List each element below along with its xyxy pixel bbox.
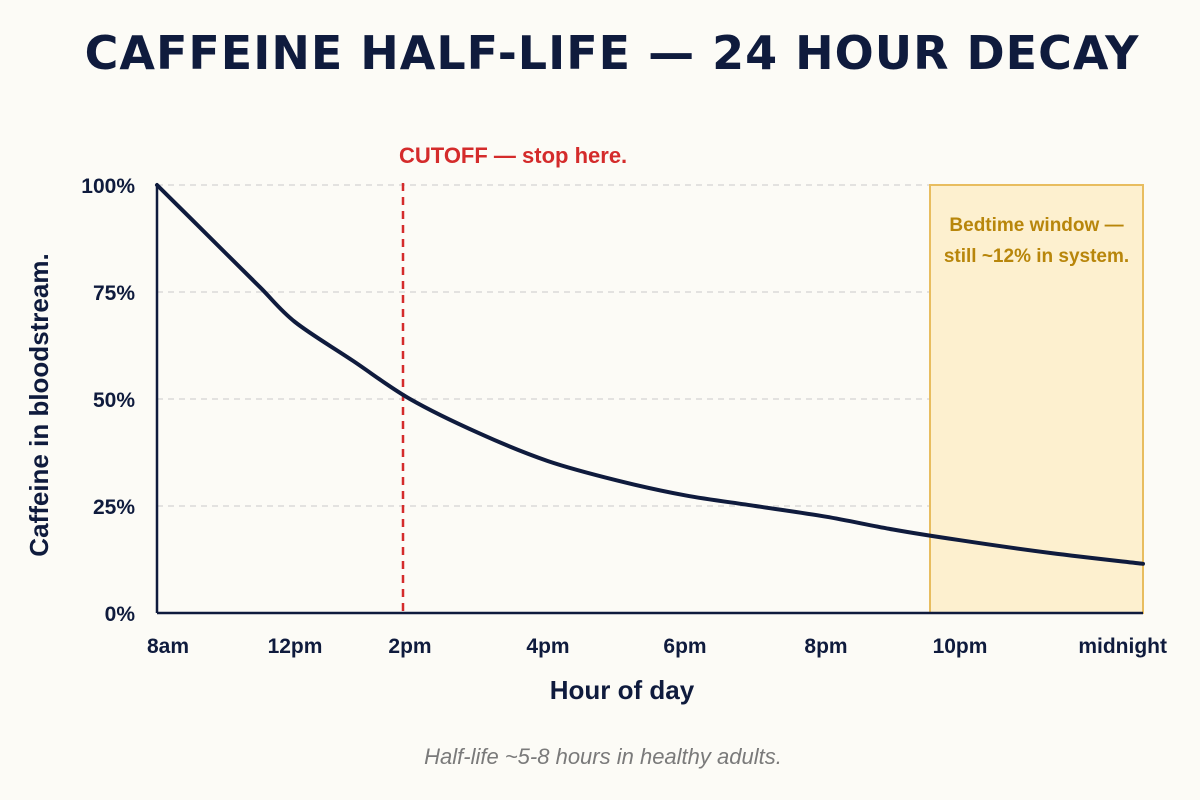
x-tick-label-7: midnight — [1078, 635, 1167, 658]
x-tick-label-0: 8am — [147, 635, 189, 658]
x-tick-label-4: 6pm — [663, 635, 706, 658]
y-axis-ticks: 0% 25% 50% 75% 100% — [81, 175, 135, 626]
cutoff-label: CUTOFF — stop here. — [399, 143, 627, 168]
x-tick-label-5: 8pm — [804, 635, 847, 658]
footnote: Half-life ~5-8 hours in healthy adults. — [424, 744, 782, 769]
x-tick-label-2: 2pm — [388, 635, 431, 658]
x-tick-label-6: 10pm — [933, 635, 988, 658]
x-tick-label-3: 4pm — [526, 635, 569, 658]
chart-title: CAFFEINE HALF-LIFE — 24 HOUR DECAY — [85, 26, 1140, 80]
y-tick-label-0: 0% — [105, 603, 136, 626]
y-axis-title: Caffeine in bloodstream. — [24, 253, 54, 556]
y-tick-label-4: 100% — [81, 175, 135, 198]
x-axis-ticks: 8am 12pm 2pm 4pm 6pm 8pm 10pm midnight — [147, 635, 1167, 658]
x-tick-label-1: 12pm — [268, 635, 323, 658]
x-axis-title: Hour of day — [550, 675, 695, 705]
caffeine-decay-curve — [155, 183, 1145, 566]
bedtime-window-label-line-1: Bedtime window — — [949, 215, 1123, 236]
y-tick-label-2: 50% — [93, 389, 135, 412]
bedtime-window-label-line-2: still ~12% in system. — [944, 246, 1129, 267]
y-tick-label-3: 75% — [93, 282, 135, 305]
y-tick-label-1: 25% — [93, 496, 135, 519]
